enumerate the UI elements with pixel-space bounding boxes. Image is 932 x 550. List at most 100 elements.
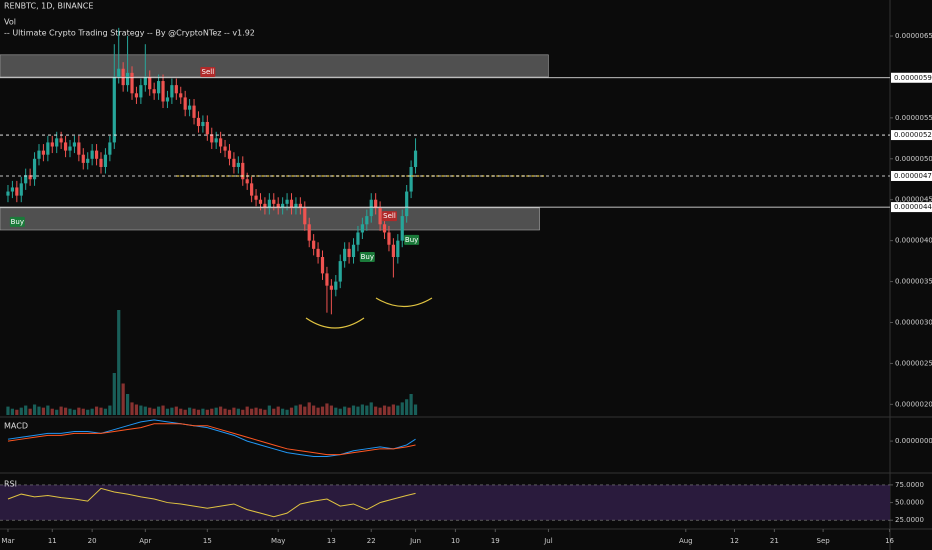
candle-body (409, 166, 413, 192)
zone (0, 54, 549, 78)
signal-label: Buy (361, 253, 374, 261)
volume-bar (241, 409, 245, 415)
candle-body (108, 142, 112, 155)
volume-bar (192, 408, 196, 415)
price-tag (891, 130, 932, 141)
volume-bar (121, 383, 125, 415)
volume-bar (285, 409, 289, 415)
volume-bar (303, 406, 307, 415)
price-tag-label: 0.00000529 (894, 131, 932, 139)
x-tick-label: Jun (409, 537, 421, 545)
volume-bar (170, 407, 174, 415)
volume-bar (143, 406, 147, 415)
volume-bar (183, 409, 187, 415)
candle-body (223, 146, 227, 151)
volume-bar (312, 405, 316, 415)
x-tick-label: Mar (1, 537, 14, 545)
pattern-curve (375, 297, 433, 308)
volume-bar (10, 408, 15, 415)
signal-box (381, 211, 397, 222)
volume-bar (334, 407, 338, 415)
volume-bar (276, 406, 280, 415)
candle-body (241, 162, 245, 180)
candle-body (307, 224, 311, 241)
volume-bar (108, 405, 112, 415)
candle-body (387, 232, 391, 245)
candle-body (121, 68, 125, 86)
candle-body (188, 105, 192, 110)
candle-body (400, 216, 404, 241)
candle-body (148, 76, 152, 90)
candle-body (316, 248, 320, 258)
volume-bar (294, 405, 298, 415)
signal-label: Buy (405, 236, 418, 244)
volume-bar (396, 405, 400, 415)
x-tick-label: 20 (88, 537, 97, 545)
candle-body (351, 244, 356, 258)
volume-bar (103, 408, 108, 415)
candle-body (86, 158, 90, 163)
candle-body (37, 150, 41, 159)
candle-body (161, 81, 165, 102)
volume-bar (360, 404, 364, 415)
volume-bar (245, 406, 249, 415)
volume-bar (343, 406, 347, 415)
candle-body (382, 224, 387, 233)
volume-bar (227, 409, 232, 415)
volume-bar (201, 408, 205, 415)
candle-body (139, 85, 143, 98)
price-tag-label: 0.00000479 (894, 172, 932, 180)
rsi-label: RSI (4, 480, 17, 489)
candle-body (227, 150, 232, 159)
candle-body (196, 117, 201, 127)
volume-bar (148, 407, 152, 415)
volume-bar (387, 406, 391, 415)
candle-body (338, 261, 342, 282)
volume-bar (174, 406, 178, 415)
candle-body (347, 248, 351, 258)
candle-body (374, 199, 378, 208)
volume-bar (55, 409, 59, 415)
x-tick-label: 15 (203, 537, 212, 545)
candle-body (391, 244, 395, 258)
macd-label: MACD (4, 422, 28, 431)
candle-body (285, 199, 289, 204)
candle-body (232, 158, 236, 167)
candle-body (329, 285, 333, 290)
price-tag-label: 0.00000441 (894, 203, 932, 211)
candle-body (254, 195, 258, 200)
candle-body (192, 105, 196, 118)
volume-bar (214, 407, 218, 415)
volume-bar (338, 408, 342, 415)
candle-body (236, 162, 240, 167)
volume-bar (46, 405, 50, 415)
candle-body (55, 138, 59, 147)
signal-box (9, 216, 25, 227)
candle-body (320, 257, 325, 274)
candle-body (267, 199, 271, 208)
volume-bar (125, 394, 130, 415)
volume-bar (289, 407, 294, 415)
candle-body (219, 138, 223, 147)
candle-body (210, 134, 214, 143)
candle-body (50, 142, 54, 147)
volume-bar (413, 404, 418, 415)
candle-body (179, 93, 183, 98)
candle-body (81, 154, 85, 163)
volume-bar (409, 394, 413, 415)
candle-body (245, 179, 249, 184)
volume-bar (378, 407, 382, 415)
candle-body (365, 216, 369, 225)
candle-body (32, 158, 37, 180)
x-tick-label: May (271, 537, 285, 545)
candle-body (19, 183, 23, 196)
x-tick-label: 16 (885, 537, 894, 545)
x-tick-label: 22 (367, 537, 376, 545)
candle-body (263, 203, 267, 208)
volume-bar (117, 310, 121, 415)
candle-body (28, 175, 32, 180)
price-tag-label: 0.00000599 (894, 74, 932, 82)
